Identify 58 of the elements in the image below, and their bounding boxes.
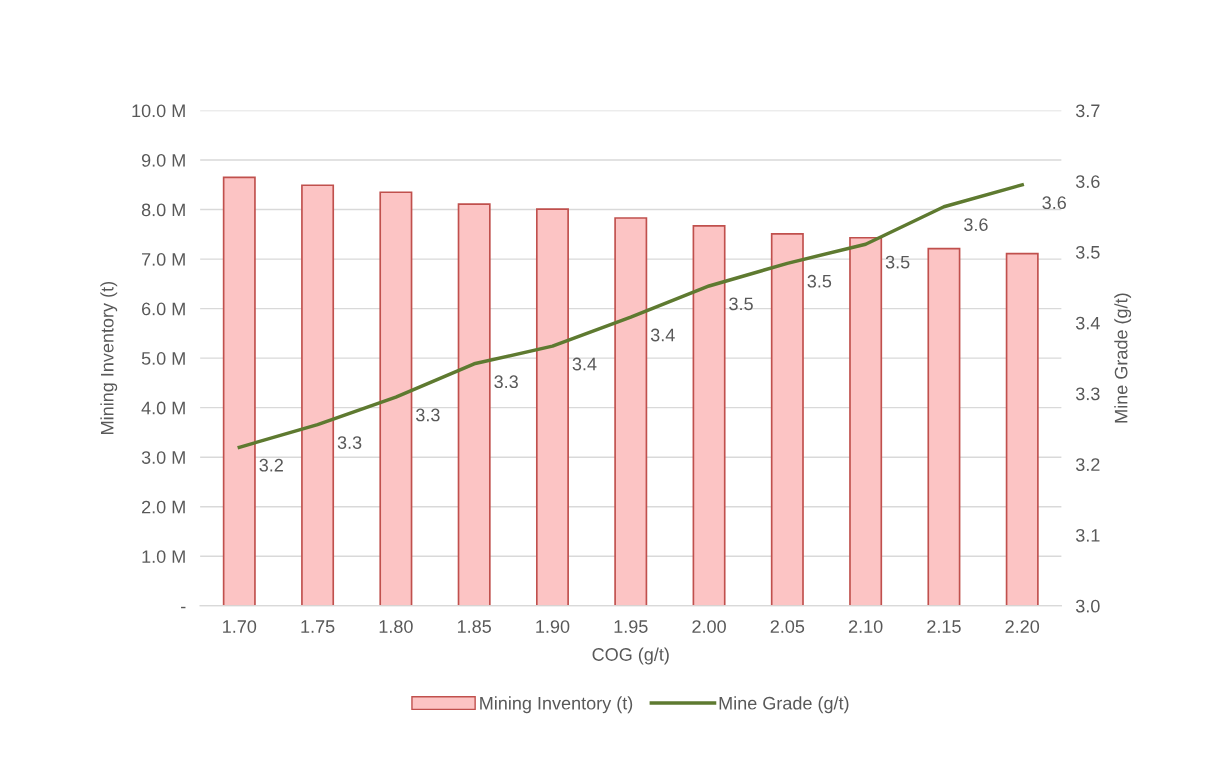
bar bbox=[849, 236, 883, 606]
y2-tick-label: 3.5 bbox=[1075, 245, 1100, 259]
x-tick-label: 1.70 bbox=[223, 620, 257, 633]
bar bbox=[770, 232, 804, 606]
data-label: 3.4 bbox=[572, 357, 597, 371]
bar bbox=[1005, 252, 1039, 606]
data-label: 3.2 bbox=[259, 458, 283, 472]
y2-tick-label: 3.6 bbox=[1075, 175, 1100, 188]
x-tick-label: 2.20 bbox=[1005, 620, 1040, 633]
data-label: 3.5 bbox=[729, 297, 753, 311]
y2-tick-label: 3.1 bbox=[1075, 528, 1100, 542]
data-label: 3.3 bbox=[494, 375, 518, 389]
y-tick-label: 2.0 M bbox=[142, 500, 185, 514]
y-axis-title: Mining Inventory (t) bbox=[100, 281, 118, 434]
y-tick-label: 8.0 M bbox=[141, 203, 185, 217]
bar bbox=[927, 247, 961, 606]
x-tick-label: 1.80 bbox=[379, 620, 413, 633]
legend-label: Mine Grade (g/t) bbox=[719, 696, 849, 714]
data-label: 3.3 bbox=[337, 436, 362, 449]
x-tick-label: 1.75 bbox=[301, 620, 335, 633]
x-tick-label: 1.85 bbox=[457, 620, 491, 633]
bar bbox=[457, 203, 491, 606]
bar bbox=[535, 208, 569, 606]
bar bbox=[301, 184, 335, 606]
y2-tick-label: 3.7 bbox=[1075, 104, 1100, 118]
y-tick-label: 9.0 M bbox=[141, 153, 185, 167]
y-tick-label: 4.0 M bbox=[141, 401, 185, 415]
x-axis-title: COG (g/t) bbox=[592, 647, 669, 665]
y-tick-label: 1.0 M bbox=[142, 550, 185, 563]
data-label: 3.4 bbox=[650, 328, 675, 342]
data-label: 3.3 bbox=[416, 408, 440, 422]
x-tick-label: 1.95 bbox=[614, 620, 648, 633]
bar bbox=[379, 191, 413, 606]
y-tick-label: 7.0 M bbox=[142, 253, 185, 266]
bar bbox=[614, 217, 648, 606]
x-tick-label: 1.90 bbox=[536, 620, 570, 633]
x-tick-label: 2.05 bbox=[770, 620, 805, 633]
line-series bbox=[237, 183, 1024, 450]
y-tick-label: - bbox=[181, 606, 186, 609]
y-tick-label: 10.0 M bbox=[132, 104, 185, 118]
bar bbox=[692, 225, 726, 606]
data-label: 3.6 bbox=[1042, 196, 1066, 210]
bar bbox=[222, 176, 256, 606]
data-label: 3.5 bbox=[885, 255, 910, 269]
y-tick-label: 6.0 M bbox=[142, 302, 185, 316]
y2-tick-label: 3.4 bbox=[1075, 316, 1100, 330]
y-tick-label: 3.0 M bbox=[141, 451, 185, 464]
y2-tick-label: 3.3 bbox=[1075, 387, 1100, 401]
y-tick-label: 5.0 M bbox=[141, 352, 185, 365]
data-label: 3.5 bbox=[807, 274, 832, 288]
y2-tick-label: 3.2 bbox=[1075, 458, 1100, 471]
y2-tick-label: 3.0 bbox=[1075, 599, 1100, 613]
data-label: 3.6 bbox=[964, 218, 988, 232]
x-tick-label: 2.10 bbox=[848, 620, 883, 633]
x-tick-label: 2.00 bbox=[692, 620, 726, 633]
legend-label: Mining Inventory (t) bbox=[480, 696, 633, 714]
x-tick-label: 2.15 bbox=[927, 620, 961, 633]
y2-axis-title: Mine Grade (g/t) bbox=[1114, 293, 1132, 423]
